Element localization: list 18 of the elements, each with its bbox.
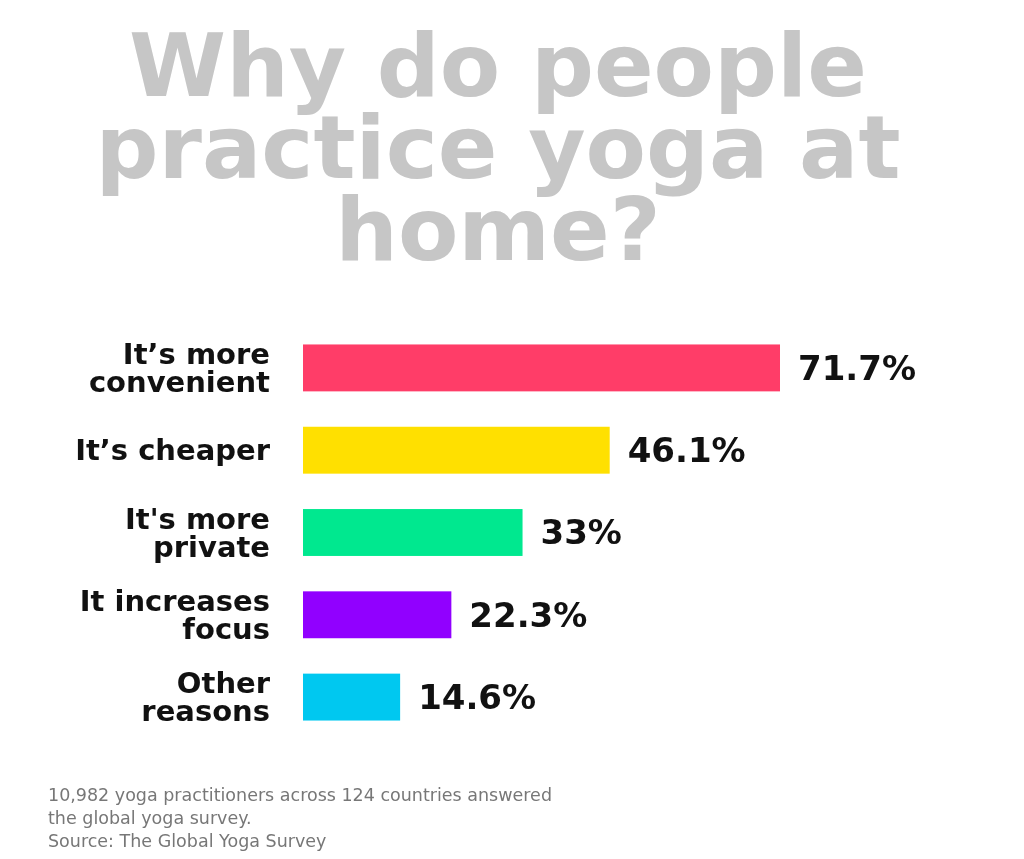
text: 10,982 yoga practitioners across 124 countries answered the global yoga survey. — [48, 785, 552, 828]
data-label: 46.1% — [627, 430, 746, 471]
y-tick-label: It’s cheaper — [75, 433, 271, 468]
y-tick-label: It's more private — [125, 501, 270, 564]
data-label: 14.6% — [418, 676, 537, 717]
data-label: 33% — [540, 512, 622, 553]
bar — [303, 344, 780, 392]
chart-title: Why do people practice yoga at home? — [95, 14, 901, 281]
data-label: 71.7% — [798, 347, 916, 388]
bar — [303, 509, 523, 556]
y-tick-label: Other reasons — [141, 666, 271, 729]
y-tick-label: It’s more convenient — [88, 337, 271, 400]
data-label: 22.3% — [469, 594, 588, 635]
bar — [303, 591, 452, 639]
bar — [303, 426, 610, 474]
y-tick-label: It increases focus — [79, 583, 270, 646]
bar — [303, 673, 401, 721]
source-note: Source: The Global Yoga Survey — [48, 831, 327, 851]
